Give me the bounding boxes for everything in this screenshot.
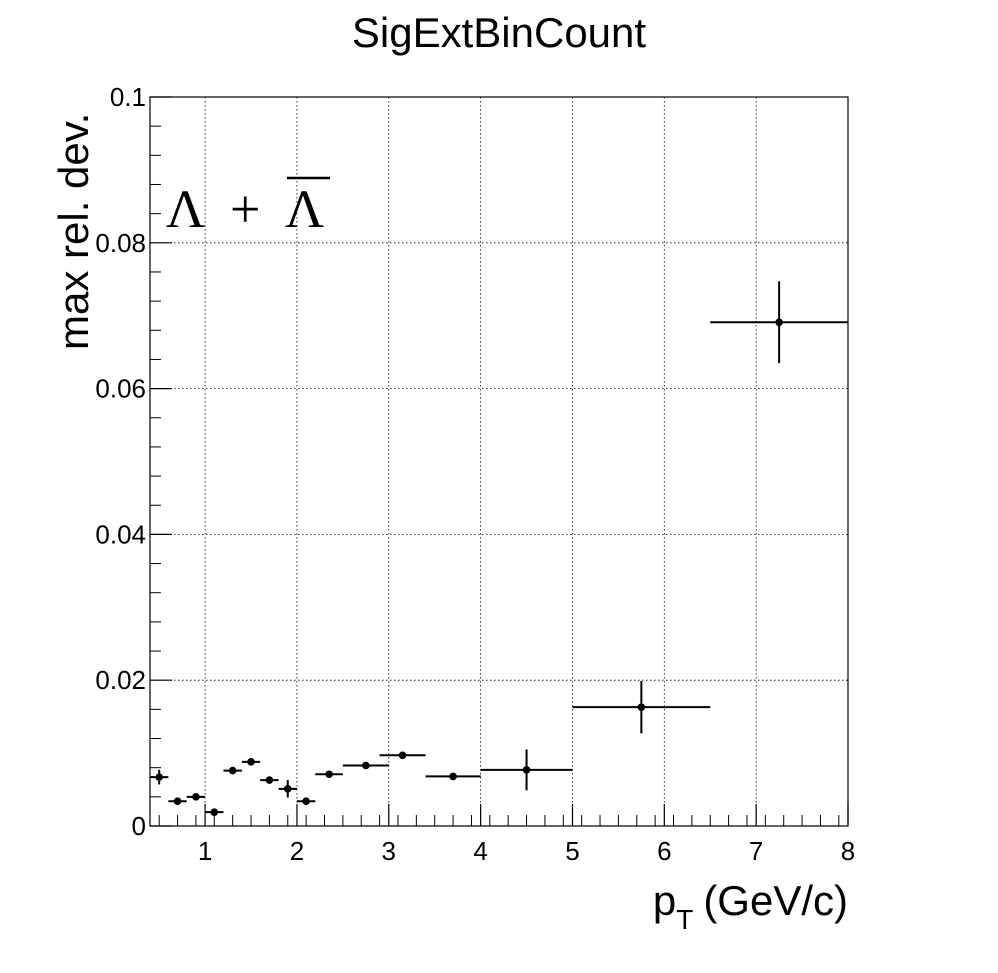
annotation-plus: + [230,179,260,239]
axis-ticks [150,96,849,827]
x-tick-label: 3 [382,836,396,866]
x-axis-label-subscript: T [676,904,693,935]
chart-title: SigExtBinCount [352,9,646,56]
data-point [342,761,389,770]
data-marker [449,772,457,781]
x-tick-label: 7 [749,836,763,866]
x-tick-label: 5 [565,836,579,866]
annotation-antilambda: Λ [285,179,324,239]
data-point [150,769,169,785]
annotation-lambda: Λ [166,179,205,239]
x-axis-label: pT (GeV/c) [653,877,848,935]
data-marker [398,751,407,760]
x-axis-label-unit: (GeV/c) [703,877,848,924]
data-marker [325,770,333,779]
data-marker [155,773,163,781]
data-point [186,793,206,801]
data-point [168,797,187,806]
y-tick-label: 0.02 [95,665,146,695]
x-tick-label: 8 [841,836,855,866]
data-marker [283,785,292,793]
data-point [379,751,426,760]
data-marker [192,793,200,801]
y-axis-label: max rel. dev. [50,113,97,350]
y-tick-label: 0.1 [110,82,146,112]
x-tick-label: 1 [198,836,212,866]
data-marker [522,766,531,774]
data-marker [247,758,255,766]
data-point [710,281,848,364]
data-marker [228,766,237,775]
x-tick-label: 2 [290,836,304,866]
data-point [278,780,297,798]
x-axis-label-symbol: p [653,877,676,924]
tick-labels: 1 2 3 4 5 6 7 8 0 0.02 0.04 0.06 0.08 0.1 [95,82,855,866]
data-point [480,749,573,791]
x-tick-label: 4 [473,836,487,866]
plot-frame [149,96,849,827]
y-tick-label: 0 [132,811,146,841]
y-tick-label: 0.06 [95,374,146,404]
data-point [223,766,242,775]
data-point [296,797,316,806]
data-point [260,776,279,784]
data-point [572,680,711,734]
data-point [205,808,224,816]
data-marker [775,318,783,327]
data-marker [302,797,310,806]
y-tick-label: 0.08 [95,228,146,258]
data-marker [362,761,370,770]
data-marker [173,797,182,806]
data-marker [210,808,219,816]
y-tick-label: 0.04 [95,519,146,549]
data-points [150,281,848,816]
data-point [241,758,261,766]
x-tick-label: 6 [657,836,671,866]
data-point [315,770,343,779]
grid [150,97,848,826]
data-marker [637,703,646,711]
data-marker [265,776,274,784]
data-point [425,772,481,781]
particle-annotation: Λ + Λ [166,176,330,239]
